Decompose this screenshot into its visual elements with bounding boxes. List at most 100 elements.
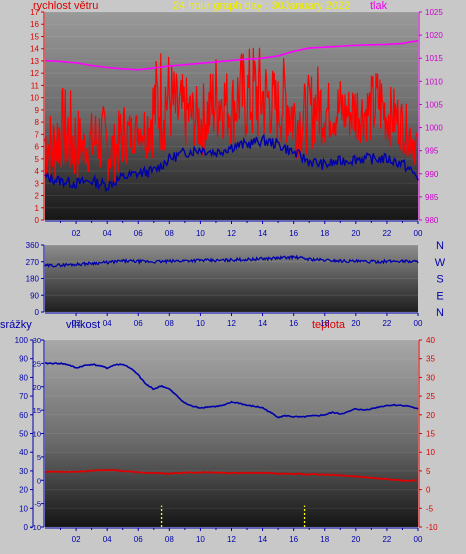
direction-tick-label: 0 <box>35 308 40 317</box>
temperature-series <box>44 468 417 483</box>
humidity-label: vlhkost <box>66 319 101 331</box>
rain-tick-label: 10 <box>19 504 28 513</box>
humidity-tick-label: 30 <box>33 336 41 345</box>
wind-tick-label: 8 <box>35 118 40 127</box>
humidity-tick-label: 5 <box>37 453 41 462</box>
humidity-x-tick-label: 10 <box>196 535 205 544</box>
humidity-tick-label: -10 <box>30 523 41 532</box>
wind-gust-series <box>44 47 418 183</box>
humidity-tick-label: 20 <box>33 383 41 392</box>
humidity-x-tick-label: 12 <box>227 535 236 544</box>
pressure-tick-label: 1010 <box>425 77 443 86</box>
temperature-tick-label: 35 <box>426 355 435 364</box>
wind-tick-label: 11 <box>31 81 40 90</box>
temperature-tick-label: 25 <box>426 392 435 401</box>
wind-x-tick-label: 00 <box>414 229 423 238</box>
direction-x-tick-label: 08 <box>165 319 174 328</box>
wind-tick-label: 3 <box>35 179 40 188</box>
pressure-tick-label: 990 <box>425 170 439 179</box>
direction-x-tick-label: 02 <box>72 319 81 328</box>
temperature-tick-label: 0 <box>426 486 431 495</box>
pressure-tick-label: 1020 <box>425 31 443 40</box>
pressure-tick-label: 1000 <box>425 124 443 133</box>
compass-label-s: S <box>436 274 443 286</box>
wind-tick-label: 12 <box>30 69 39 78</box>
pressure-tick-label: 980 <box>425 216 439 225</box>
wind-tick-label: 6 <box>35 143 40 152</box>
avg-wind-series <box>44 133 419 193</box>
wind-speed-label: rychlost větru <box>33 0 99 12</box>
direction-tick-label: 180 <box>26 275 40 284</box>
humidity-series <box>44 361 419 419</box>
rain-label: srážky <box>0 319 32 331</box>
humidity-tick-label: 10 <box>33 430 41 439</box>
humidity-plot-area <box>45 340 418 527</box>
humidity-x-tick-label: 06 <box>134 535 143 544</box>
wind-x-tick-label: 20 <box>351 229 360 238</box>
direction-x-tick-label: 18 <box>320 319 329 328</box>
compass-label-n: N <box>436 307 444 319</box>
direction-x-tick-label: 06 <box>134 319 143 328</box>
direction-x-tick-label: 20 <box>351 319 360 328</box>
rain-tick-label: 0 <box>24 523 29 532</box>
temperature-tick-label: 10 <box>426 448 435 457</box>
wind-tick-label: 16 <box>30 20 39 29</box>
rain-tick-label: 20 <box>19 486 28 495</box>
wind-tick-label: 2 <box>35 192 40 201</box>
compass-label-w: W <box>435 257 446 269</box>
rain-tick-label: 100 <box>15 336 29 345</box>
temperature-tick-label: 5 <box>426 467 431 476</box>
pressure-tick-label: 985 <box>425 193 439 202</box>
direction-x-tick-label: 14 <box>258 319 267 328</box>
direction-tick-label: 360 <box>26 241 40 250</box>
rain-tick-label: 40 <box>19 448 28 457</box>
humidity-tick-label: 15 <box>33 406 41 415</box>
humidity-x-tick-label: 02 <box>72 535 81 544</box>
humidity-x-tick-label: 14 <box>258 535 267 544</box>
compass-label-n: N <box>436 240 444 252</box>
direction-x-tick-label: 12 <box>227 319 236 328</box>
pressure-label: tlak <box>370 0 388 12</box>
temperature-label: teplota <box>312 319 346 331</box>
wind-tick-label: 15 <box>30 32 39 41</box>
humidity-x-tick-label: 20 <box>351 535 360 544</box>
wind-x-tick-label: 14 <box>258 229 267 238</box>
temperature-tick-label: 30 <box>426 373 435 382</box>
wind-tick-label: 17 <box>30 8 39 17</box>
wind-tick-label: 5 <box>35 155 40 164</box>
rain-tick-label: 60 <box>19 411 28 420</box>
direction-tick-label: 90 <box>30 291 39 300</box>
wind-x-tick-label: 18 <box>320 229 329 238</box>
humidity-x-tick-label: 04 <box>103 535 112 544</box>
direction-x-tick-label: 16 <box>289 319 298 328</box>
humidity-x-tick-label: 18 <box>320 535 329 544</box>
wind-tick-label: 1 <box>35 204 40 213</box>
pressure-tick-label: 1015 <box>425 54 443 63</box>
humidity-x-tick-label: 16 <box>289 535 298 544</box>
pressure-series <box>44 39 419 71</box>
wind-x-tick-label: 16 <box>289 229 298 238</box>
temperature-tick-label: -5 <box>426 504 434 513</box>
direction-tick-label: 270 <box>26 258 40 267</box>
direction-x-tick-label: 00 <box>414 319 423 328</box>
wind-x-tick-label: 06 <box>134 229 143 238</box>
wind-x-tick-label: 10 <box>196 229 205 238</box>
wind-tick-label: 9 <box>35 106 40 115</box>
humidity-tick-label: -5 <box>34 500 41 509</box>
humidity-tick-label: 0 <box>37 476 41 485</box>
wind-tick-label: 0 <box>35 216 40 225</box>
wind-x-tick-label: 22 <box>382 229 391 238</box>
wind-tick-label: 4 <box>35 167 40 176</box>
humidity-x-tick-label: 00 <box>414 535 423 544</box>
rain-tick-label: 90 <box>19 355 28 364</box>
wind-tick-label: 10 <box>30 94 39 103</box>
wind-x-tick-label: 02 <box>72 229 81 238</box>
temperature-tick-label: 15 <box>426 430 435 439</box>
wind-tick-label: 13 <box>30 57 39 66</box>
humidity-tick-label: 25 <box>33 359 41 368</box>
wind-x-tick-label: 12 <box>227 229 236 238</box>
rain-tick-label: 50 <box>19 430 28 439</box>
temperature-tick-label: 40 <box>426 336 435 345</box>
